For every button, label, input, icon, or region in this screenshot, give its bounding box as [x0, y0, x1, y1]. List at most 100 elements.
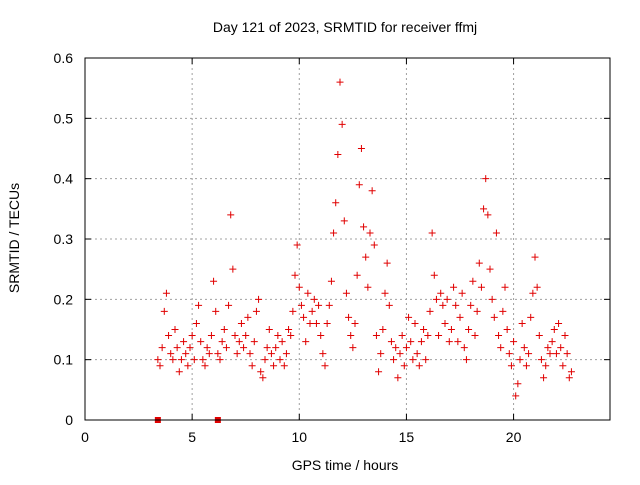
data-point	[225, 301, 233, 309]
data-point	[272, 344, 280, 352]
data-point	[182, 350, 190, 358]
data-point	[454, 338, 462, 346]
data-point	[383, 259, 391, 267]
data-point	[156, 362, 164, 370]
data-point	[186, 344, 194, 352]
data-point	[460, 344, 468, 352]
data-point	[469, 277, 477, 285]
data-point	[546, 350, 554, 358]
data-point	[492, 229, 500, 237]
data-point	[480, 205, 488, 213]
data-point	[422, 356, 430, 364]
data-point	[297, 301, 305, 309]
data-point	[550, 326, 558, 333]
data-point	[220, 326, 228, 333]
data-point	[390, 356, 398, 364]
y-tick-label: 0.1	[54, 352, 74, 368]
data-point	[477, 283, 485, 291]
data-point	[381, 289, 389, 297]
data-point	[379, 326, 387, 333]
data-point	[499, 307, 507, 315]
data-point	[398, 332, 406, 340]
data-point	[300, 313, 308, 321]
data-point	[426, 307, 434, 315]
data-point	[505, 350, 513, 358]
data-point	[242, 332, 250, 340]
data-point	[525, 350, 533, 358]
data-point	[520, 344, 528, 352]
data-point	[342, 289, 350, 297]
data-point	[473, 307, 481, 315]
data-point	[188, 332, 196, 340]
data-point	[417, 338, 425, 346]
data-point	[162, 289, 170, 297]
data-point	[435, 332, 443, 340]
data-point	[190, 356, 198, 364]
data-point	[218, 338, 226, 346]
data-point	[507, 362, 515, 370]
data-point	[248, 362, 256, 370]
data-point	[522, 362, 530, 370]
data-point	[366, 229, 374, 237]
data-point	[535, 332, 543, 340]
data-point	[210, 277, 218, 285]
data-point	[345, 313, 353, 321]
data-point	[432, 295, 440, 303]
data-point	[257, 368, 265, 376]
data-point	[394, 374, 402, 382]
data-point	[205, 350, 213, 358]
data-point	[377, 350, 385, 358]
data-point	[222, 344, 230, 352]
data-point	[544, 344, 552, 352]
data-point	[160, 307, 168, 315]
data-point	[567, 368, 575, 376]
x-tick-label: 15	[399, 429, 415, 445]
data-point	[293, 241, 301, 249]
data-point	[197, 338, 205, 346]
data-point	[349, 344, 357, 352]
data-point	[173, 344, 181, 352]
data-point	[261, 356, 269, 364]
data-point	[250, 338, 258, 346]
data-point	[475, 259, 483, 267]
data-point	[327, 277, 335, 285]
data-point	[424, 332, 432, 340]
data-point	[235, 338, 243, 346]
data-point	[559, 362, 567, 370]
data-point	[306, 319, 314, 327]
data-point	[353, 271, 361, 279]
data-point	[409, 356, 417, 364]
data-point	[372, 332, 380, 340]
data-point	[291, 271, 299, 279]
data-point	[407, 338, 415, 346]
data-point	[229, 265, 237, 273]
y-axis-label: SRMTID / TECUs	[6, 183, 22, 293]
data-point	[285, 326, 293, 333]
x-tick-label: 20	[506, 429, 522, 445]
data-point	[201, 362, 209, 370]
data-point	[364, 283, 372, 291]
data-point	[392, 344, 400, 352]
data-point	[265, 326, 273, 333]
data-point	[334, 151, 342, 159]
data-point	[175, 368, 183, 376]
data-point	[165, 332, 173, 340]
data-point	[443, 295, 451, 303]
data-point	[565, 374, 573, 382]
data-point	[207, 332, 215, 340]
data-point	[231, 332, 239, 340]
data-point	[360, 223, 368, 231]
data-point	[362, 253, 370, 261]
x-axis-ticks: 0 5 10 15 20	[81, 58, 522, 445]
data-point	[385, 301, 393, 309]
data-point	[325, 301, 333, 309]
data-point	[512, 392, 520, 400]
data-point	[295, 283, 303, 291]
data-point	[255, 295, 263, 303]
data-point	[233, 350, 241, 358]
y-tick-label: 0.2	[54, 291, 74, 307]
chart-title: Day 121 of 2023, SRMTID for receiver ffm…	[213, 19, 477, 35]
data-point	[518, 319, 526, 327]
data-point	[154, 356, 162, 364]
